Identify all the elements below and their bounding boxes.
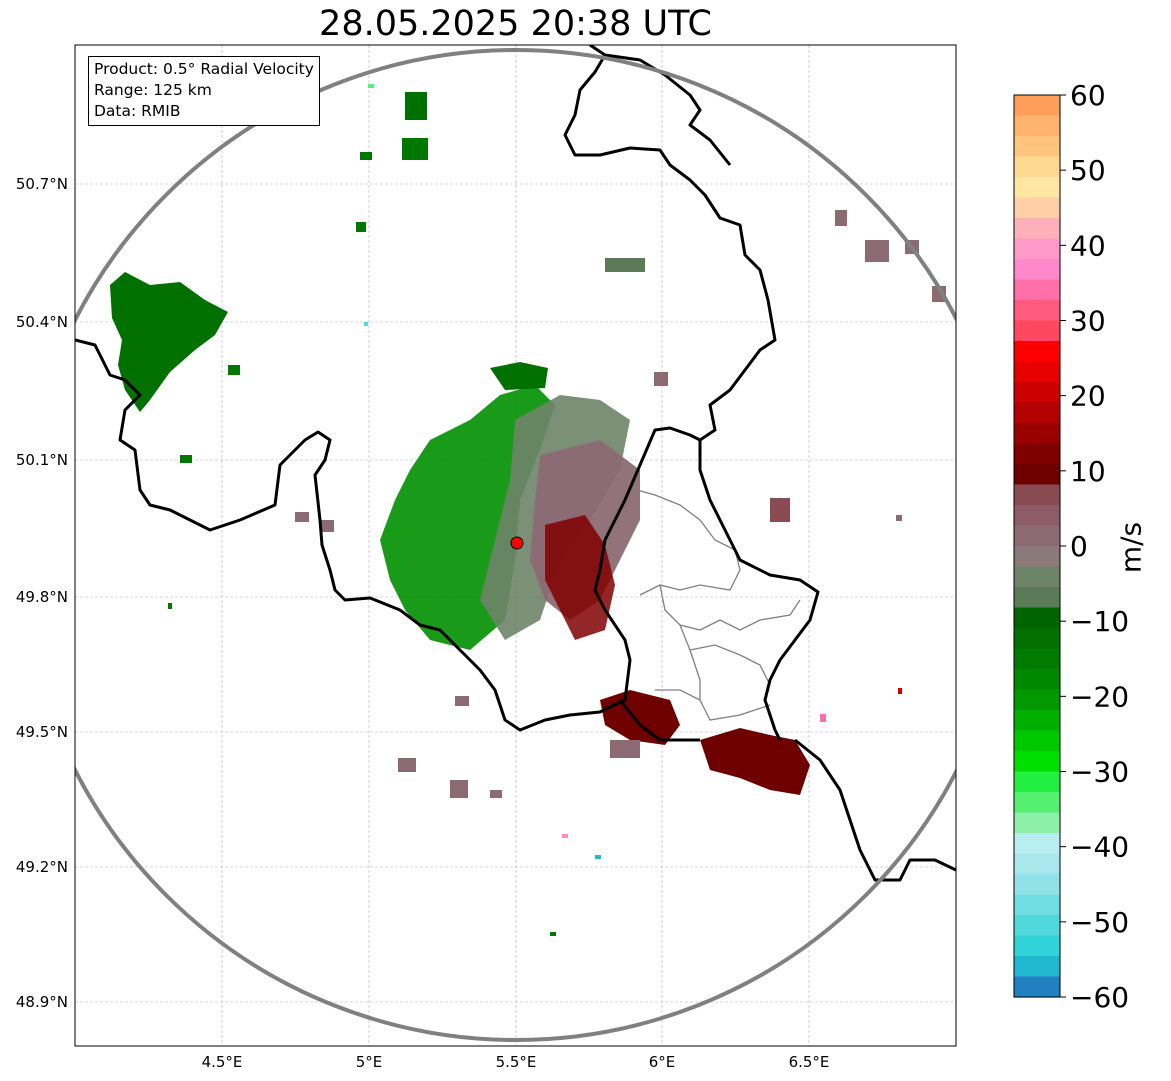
colorbar-band <box>1014 566 1060 588</box>
colorbar-band <box>1014 197 1060 219</box>
colorbar-band <box>1014 177 1060 199</box>
colorbar-band <box>1014 484 1060 506</box>
colorbar-band <box>1014 238 1060 260</box>
lat-tick-label: 49.8°N <box>16 588 68 606</box>
echo-cluster-south-receding <box>700 728 810 795</box>
colorbar-tick-label: −10 <box>1070 605 1129 638</box>
colorbar-unit-label: m/s <box>1114 521 1148 574</box>
colorbar-bands <box>1014 95 1060 998</box>
lon-tick-label: 6°E <box>649 1053 676 1071</box>
colorbar-tick-label: −60 <box>1070 981 1129 1014</box>
colorbar-band <box>1014 95 1060 117</box>
colorbar-band <box>1014 443 1060 465</box>
colorbar-band <box>1014 833 1060 855</box>
colorbar-band <box>1014 812 1060 834</box>
lon-tick-label: 6.5°E <box>789 1053 830 1071</box>
colorbar-band <box>1014 648 1060 670</box>
radar-site-marker <box>510 536 524 550</box>
colorbar-band <box>1014 525 1060 547</box>
colorbar-tick-label: 30 <box>1070 305 1106 338</box>
colorbar-band <box>1014 464 1060 486</box>
colorbar-band <box>1014 935 1060 957</box>
colorbar-band <box>1014 976 1060 998</box>
echo-cluster-central-approaching <box>380 385 555 650</box>
colorbar-band <box>1014 915 1060 937</box>
map-frame <box>74 44 957 1047</box>
colorbar-band <box>1014 259 1060 281</box>
info-product: Product: 0.5° Radial Velocity <box>94 60 314 78</box>
colorbar-tick-label: −30 <box>1070 756 1129 789</box>
colorbar-band <box>1014 587 1060 609</box>
colorbar-tick-label: 40 <box>1070 229 1106 262</box>
lat-tick-label: 49.5°N <box>16 723 68 741</box>
colorbar-band <box>1014 505 1060 527</box>
lat-tick-label: 48.9°N <box>16 993 68 1011</box>
colorbar-tick-label: −20 <box>1070 680 1129 713</box>
colorbar-band <box>1014 546 1060 568</box>
colorbar-band <box>1014 136 1060 158</box>
colorbar-band <box>1014 115 1060 137</box>
lat-tick-label: 50.7°N <box>16 175 68 193</box>
map-title: 28.05.2025 20:38 UTC <box>319 4 712 44</box>
colorbar-band <box>1014 628 1060 650</box>
range-ring <box>75 48 956 1042</box>
colorbar-tick-label: 60 <box>1070 79 1106 112</box>
lat-tick-label: 50.4°N <box>16 313 68 331</box>
colorbar-band <box>1014 894 1060 916</box>
colorbar-band <box>1014 341 1060 363</box>
lat-tick-label: 50.1°N <box>16 451 68 469</box>
colorbar-band <box>1014 279 1060 301</box>
colorbar-band <box>1014 382 1060 404</box>
colorbar-band <box>1014 730 1060 752</box>
colorbar-band <box>1014 218 1060 240</box>
colorbar-band <box>1014 710 1060 732</box>
colorbar-band <box>1014 874 1060 896</box>
colorbar-band <box>1014 300 1060 322</box>
colorbar-ticks: 60 50 40 30 20 10 0 −10 −20 −30 −40 −50 −60 <box>1060 79 1129 1014</box>
colorbar-band <box>1014 669 1060 691</box>
lon-tick-label: 4.5°E <box>202 1053 243 1071</box>
info-range: Range: 125 km <box>94 81 212 99</box>
colorbar-band <box>1014 156 1060 178</box>
colorbar-tick-label: 20 <box>1070 380 1106 413</box>
colorbar-band <box>1014 423 1060 445</box>
colorbar-band <box>1014 607 1060 629</box>
colorbar-band <box>1014 689 1060 711</box>
colorbar-band <box>1014 853 1060 875</box>
colorbar-tick-label: −40 <box>1070 831 1129 864</box>
colorbar-band <box>1014 402 1060 424</box>
product-info-box: Product: 0.5° Radial Velocity Range: 125… <box>88 56 320 126</box>
colorbar-band <box>1014 792 1060 814</box>
colorbar-band <box>1014 751 1060 773</box>
region-lines <box>629 487 801 721</box>
info-source: Data: RMIB <box>94 102 181 120</box>
lat-tick-label: 49.2°N <box>16 858 68 876</box>
radar-echoes <box>110 84 946 936</box>
lon-tick-label: 5°E <box>356 1053 383 1071</box>
colorbar-tick-label: 0 <box>1070 530 1088 563</box>
colorbar-tick-label: 50 <box>1070 154 1106 187</box>
echo-cluster-nw <box>110 272 228 412</box>
colorbar-tick-label: 10 <box>1070 455 1106 488</box>
lon-tick-label: 5.5°E <box>496 1053 537 1071</box>
colorbar-tick-label: −50 <box>1070 906 1129 939</box>
colorbar: 60 50 40 30 20 10 0 −10 −20 −30 −40 −50 −60 <box>1013 79 1129 1014</box>
colorbar-band <box>1014 771 1060 793</box>
colorbar-band <box>1014 956 1060 978</box>
colorbar-band <box>1014 320 1060 342</box>
lat-tick-labels: 50.7°N 50.4°N 50.1°N 49.8°N 49.5°N 49.2°… <box>16 175 68 1011</box>
lon-tick-labels: 4.5°E 5°E 5.5°E 6°E 6.5°E <box>202 1053 830 1071</box>
country-borders <box>75 45 956 882</box>
colorbar-band <box>1014 361 1060 383</box>
